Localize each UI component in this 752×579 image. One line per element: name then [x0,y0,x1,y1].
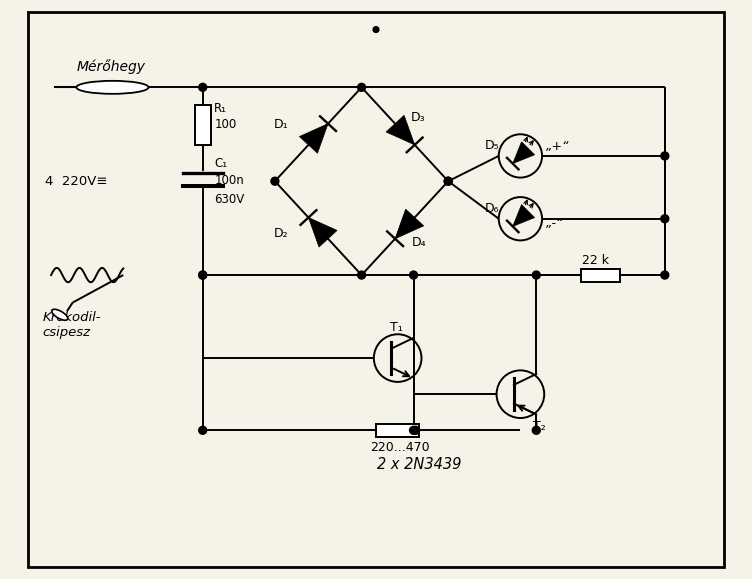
Circle shape [358,83,365,91]
Circle shape [532,271,540,279]
Circle shape [661,152,669,160]
Text: 220...470: 220...470 [370,441,430,453]
Text: „+“: „+“ [547,140,570,153]
Bar [581,269,620,281]
Circle shape [532,426,540,434]
Polygon shape [513,204,535,226]
Circle shape [199,83,207,91]
Text: T₁: T₁ [390,321,403,334]
Circle shape [199,271,207,279]
Text: 22 k: 22 k [583,254,609,267]
Bar [195,105,211,145]
Text: 4  220V≡: 4 220V≡ [45,175,108,188]
Circle shape [661,215,669,223]
Circle shape [373,27,379,32]
Ellipse shape [52,309,68,320]
Text: 630V: 630V [214,193,244,206]
Text: D₂: D₂ [274,227,288,240]
Circle shape [410,426,417,434]
Text: D₅: D₅ [484,139,499,152]
Bar [376,424,420,437]
Circle shape [358,271,365,279]
Polygon shape [386,115,414,145]
Text: 2 x 2N3439: 2 x 2N3439 [378,457,462,471]
Text: Krokodil-
csipesz: Krokodil- csipesz [42,312,101,339]
Text: 100n: 100n [214,174,244,187]
Text: Mérőhegy: Mérőhegy [77,60,145,75]
Polygon shape [299,124,328,153]
Text: R₁: R₁ [214,102,227,115]
Circle shape [199,271,207,279]
Circle shape [410,271,417,279]
Text: „-“: „-“ [547,217,564,230]
Circle shape [412,426,420,434]
Text: 100: 100 [214,119,237,131]
Text: T₂: T₂ [532,420,545,433]
Circle shape [444,177,452,185]
Polygon shape [308,218,337,247]
Polygon shape [513,142,535,164]
Text: D₆: D₆ [484,201,499,215]
Text: D₄: D₄ [412,236,426,249]
Circle shape [271,177,279,185]
Polygon shape [395,209,423,239]
Circle shape [661,271,669,279]
Circle shape [444,177,452,185]
Circle shape [199,426,207,434]
Text: C₁: C₁ [214,157,227,170]
Ellipse shape [77,81,149,94]
Text: D₃: D₃ [411,111,426,124]
Text: D₁: D₁ [274,119,288,131]
